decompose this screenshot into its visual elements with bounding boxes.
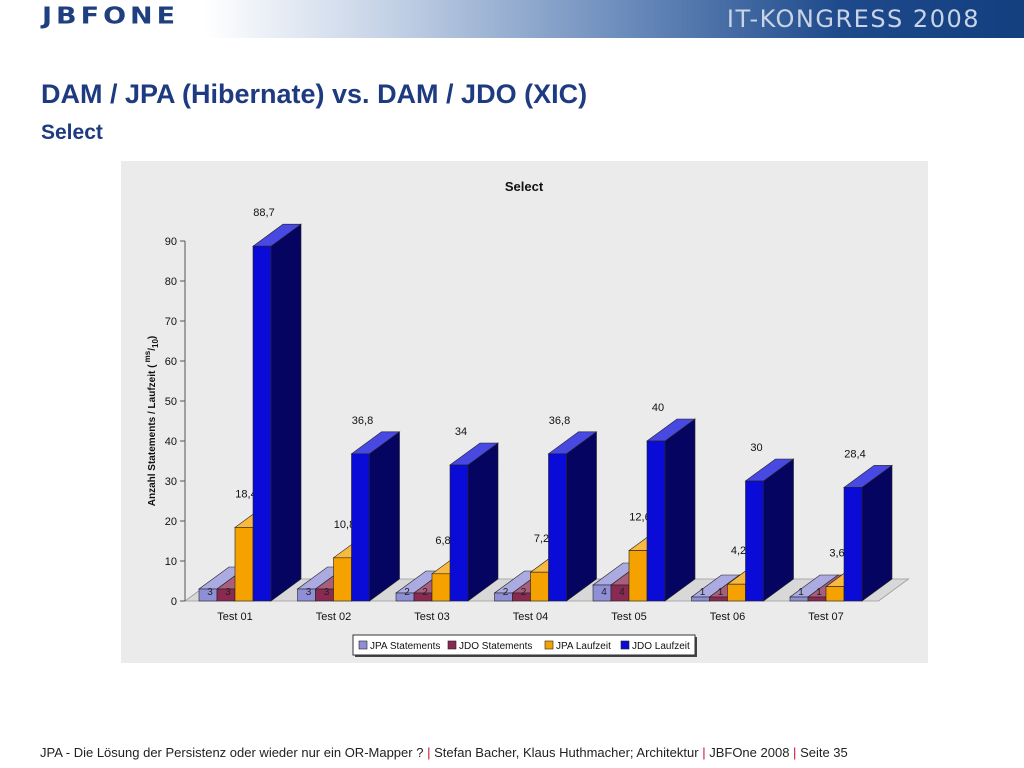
x-tick-label: Test 07 — [808, 611, 843, 623]
data-label: 3 — [306, 587, 312, 598]
y-tick-label: 40 — [165, 436, 177, 448]
legend-swatch — [447, 640, 457, 650]
legend-swatch — [620, 640, 630, 650]
y-axis-label-part: / — [147, 348, 158, 351]
x-tick-label: Test 04 — [513, 611, 548, 623]
bar-side — [566, 431, 597, 602]
legend-swatch — [358, 640, 368, 650]
y-tick-label: 0 — [171, 596, 177, 608]
bar-side — [467, 442, 499, 602]
bar — [646, 440, 666, 602]
x-tick-label: Test 06 — [710, 611, 745, 623]
data-label: 12,6 — [629, 512, 650, 524]
y-tick-label: 30 — [165, 476, 177, 488]
bar-side — [861, 464, 893, 602]
x-tick-label: Test 01 — [217, 611, 252, 623]
legend-label: JPA Statements — [370, 641, 440, 652]
y-tick-label: 60 — [165, 356, 177, 368]
data-label: 10,8 — [334, 519, 355, 531]
data-label: 6,8 — [435, 535, 450, 547]
bar-side — [270, 223, 302, 602]
bar — [745, 480, 764, 602]
data-label: 3,6 — [829, 548, 844, 560]
bar — [252, 245, 272, 602]
data-label: 4,2 — [731, 545, 746, 557]
data-label: 88,7 — [253, 207, 274, 219]
y-tick-label: 50 — [165, 396, 177, 408]
data-label: 3 — [225, 587, 231, 598]
bar — [548, 453, 567, 602]
data-label: 1 — [798, 587, 804, 598]
y-tick-label: 90 — [165, 236, 177, 248]
data-label: 2 — [404, 587, 410, 598]
bar — [449, 464, 469, 602]
legend-swatch — [544, 640, 554, 650]
bar — [351, 453, 370, 602]
chart-title: Select — [505, 179, 544, 194]
footer-separator: | — [793, 745, 797, 760]
bar-chart: Select 0 10 20 30 40 50 60 70 80 90 Anzahl Statemen… — [121, 161, 928, 663]
y-axis-label-part: ms — [143, 350, 152, 364]
y-axis-label: Anzahl Statements / Laufzeit ( ms/10) — [143, 336, 160, 507]
legend-label: JDO Statements — [459, 641, 532, 652]
y-axis-label-part: Anzahl Statements / Laufzeit ( — [147, 364, 158, 506]
bar — [431, 573, 451, 602]
bar — [333, 557, 352, 602]
bar — [843, 487, 863, 602]
legend-label: JDO Laufzeit — [632, 641, 690, 652]
data-label: 2 — [422, 587, 428, 598]
data-label: 18,4 — [235, 488, 256, 500]
data-label: 2 — [503, 587, 509, 598]
bar-side — [664, 418, 696, 602]
conference-title: IT-KONGRESS 2008 — [726, 5, 980, 33]
footer: JPA - Die Lösung der Persistenz oder wie… — [40, 745, 848, 760]
header-banner: JBFONE IT-KONGRESS 2008 — [0, 0, 1024, 38]
footer-separator: | — [427, 745, 431, 760]
y-axis-label-part: ) — [147, 336, 158, 339]
footer-page: Seite 35 — [800, 745, 848, 760]
data-label: 4 — [601, 587, 607, 598]
data-label: 4 — [619, 587, 625, 598]
legend-box — [352, 634, 696, 656]
footer-event: JBFOne 2008 — [709, 745, 790, 760]
slide-title: DAM / JPA (Hibernate) vs. DAM / JDO (XIC… — [41, 79, 588, 109]
bar — [628, 550, 648, 602]
y-tick-label: 10 — [165, 556, 177, 568]
data-label: 2 — [521, 587, 527, 598]
x-tick-label: Test 03 — [414, 611, 449, 623]
jbfone-logo: JBFONE — [42, 3, 180, 30]
bar — [530, 571, 549, 602]
bar-side — [369, 431, 400, 602]
y-axis-label-part: 10 — [151, 339, 160, 348]
data-label: 30 — [750, 442, 762, 454]
y-tick-label: 20 — [165, 516, 177, 528]
chart-svg: Select 0 10 20 30 40 50 60 70 80 90 Anzahl Statemen… — [121, 161, 928, 663]
bar — [234, 527, 254, 602]
bar — [825, 586, 845, 602]
y-tick-label: 80 — [165, 276, 177, 288]
y-tick-label: 70 — [165, 316, 177, 328]
bar — [727, 583, 746, 602]
footer-topic: JPA - Die Lösung der Persistenz oder wie… — [40, 745, 424, 760]
footer-authors: Stefan Bacher, Klaus Huthmacher; Archite… — [434, 745, 699, 760]
data-label: 34 — [455, 426, 467, 438]
data-label: 1 — [700, 587, 706, 598]
slide-subtitle: Select — [41, 121, 103, 144]
data-label: 3 — [207, 587, 213, 598]
bar-side — [763, 458, 794, 602]
x-tick-label: Test 05 — [611, 611, 646, 623]
data-label: 40 — [652, 402, 664, 414]
data-label: 7,2 — [534, 533, 549, 545]
footer-separator: | — [702, 745, 706, 760]
legend-label: JPA Laufzeit — [556, 641, 611, 652]
data-label: 36,8 — [549, 415, 570, 427]
data-label: 1 — [718, 587, 724, 598]
data-label: 3 — [324, 587, 330, 598]
data-label: 1 — [816, 587, 822, 598]
x-tick-label: Test 02 — [316, 611, 351, 623]
data-label: 36,8 — [352, 415, 373, 427]
data-label: 28,4 — [844, 448, 865, 460]
